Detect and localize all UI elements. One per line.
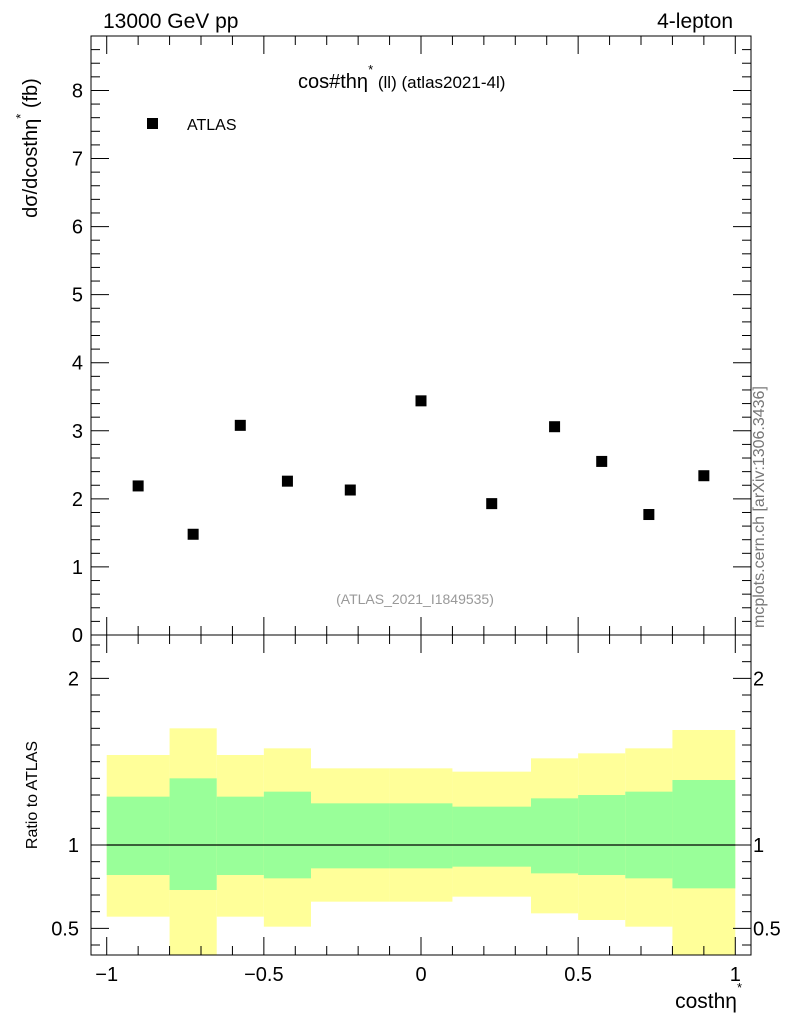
main-y-tick-label: 8 (72, 80, 83, 102)
main-plot-frame (90, 35, 752, 636)
main-y-axis: 0 1 2 3 4 5 6 7 8 (72, 35, 751, 647)
inner-uncertainty-bin (578, 795, 626, 875)
x-tick-label: −0.5 (244, 964, 283, 986)
x-tick-label: 0 (415, 964, 426, 986)
ratio-y-tick-label-right: 2 (753, 668, 764, 690)
main-x-axis-ticks (106, 36, 736, 635)
inner-uncertainty-bin (169, 778, 217, 890)
x-axis-title: costhη* (675, 980, 742, 1013)
ratio-x-axis: −1 −0.5 0 0.5 1 (95, 635, 741, 986)
ratio-y-axis: 0.5 0.5 1 1 2 2 (51, 644, 781, 946)
x-tick-label: 1 (730, 964, 741, 986)
header-right-label: 4-lepton (657, 10, 733, 33)
data-point (281, 475, 293, 487)
legend: ATLAS (147, 117, 237, 134)
side-credit-label: mcplots.cern.ch [arXiv:1306.3436] (751, 386, 768, 628)
data-point (596, 455, 608, 467)
data-point (486, 498, 498, 510)
legend-label-atlas: ATLAS (187, 117, 237, 134)
x-axis-title-sup: * (737, 980, 742, 995)
legend-marker-atlas (147, 118, 158, 129)
main-y-tick-label: 4 (72, 353, 83, 375)
ratio-y-tick-label-right: 1 (753, 835, 764, 857)
ratio-y-tick-label: 2 (68, 668, 79, 690)
main-y-axis-title-sup: * (13, 114, 28, 119)
data-point (549, 421, 561, 433)
data-point (698, 470, 710, 482)
inner-uncertainty-bin (216, 796, 264, 875)
main-y-tick-label: 2 (72, 489, 83, 511)
atlas-data-points (132, 395, 710, 540)
data-point (344, 484, 356, 496)
inner-uncertainty-bin (263, 791, 311, 879)
main-y-tick-label: 5 (72, 285, 83, 307)
plot-title: cos#thη* (ll) (atlas2021-4l) (298, 62, 505, 93)
plot-title-main: cos#thη (298, 71, 368, 93)
ratio-y-tick-label-right: 0.5 (753, 918, 781, 940)
x-axis-title-main: costhη (675, 990, 737, 1013)
main-y-tick-label: 3 (72, 421, 83, 443)
data-point (415, 395, 427, 407)
main-y-tick-label: 1 (72, 557, 83, 579)
main-y-axis-title-main: dσ/dcosthη (20, 119, 42, 218)
inner-uncertainty-bin (531, 798, 579, 874)
ratio-uncertainty-bands (106, 728, 736, 955)
ratio-plot-panel: 0.5 0.5 1 1 2 2 −1 −0.5 0 0.5 1 Ratio to ATLAS co… (24, 634, 781, 1013)
data-point (643, 509, 655, 521)
data-point (132, 480, 144, 492)
inner-uncertainty-bin (311, 803, 390, 869)
main-y-axis-title-tail: (fb) (20, 78, 42, 114)
plot-title-tail: (ll) (atlas2021-4l) (373, 73, 505, 92)
inner-uncertainty-bin (106, 796, 170, 875)
analysis-id-label: (ATLAS_2021_I1849535) (336, 591, 494, 607)
data-point (234, 419, 246, 431)
main-y-axis-title: dσ/dcosthη* (fb) (13, 78, 42, 218)
main-y-tick-label: 6 (72, 217, 83, 239)
main-y-tick-label: 0 (72, 625, 83, 647)
inner-uncertainty-bin (625, 791, 673, 879)
ratio-y-tick-label: 0.5 (51, 918, 79, 940)
ratio-y-tick-label: 1 (68, 835, 79, 857)
x-tick-label: −1 (95, 964, 118, 986)
x-tick-label: 0.5 (564, 964, 592, 986)
inner-uncertainty-bin (389, 803, 453, 869)
header-left-label: 13000 GeV pp (103, 10, 238, 33)
inner-uncertainty-bin (452, 806, 531, 867)
ratio-y-axis-title: Ratio to ATLAS (24, 741, 41, 849)
plot-title-sup: * (368, 62, 373, 77)
data-point (187, 528, 199, 540)
inner-uncertainty-bin (672, 780, 736, 889)
main-y-tick-label: 7 (72, 149, 83, 171)
